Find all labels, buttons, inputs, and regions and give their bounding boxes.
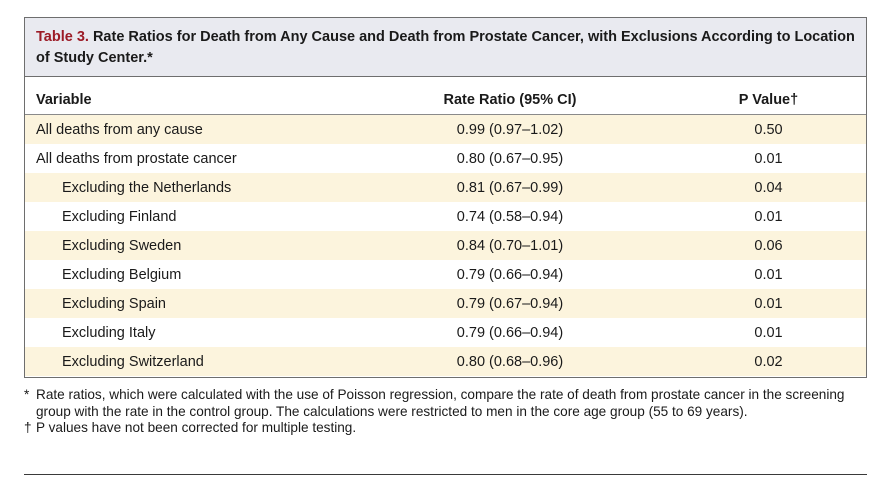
table-row: Excluding Spain 0.79 (0.67–0.94) 0.01 <box>25 289 866 318</box>
row-variable: Excluding Spain <box>62 295 166 312</box>
row-rate-ratio: 0.74 (0.58–0.94) <box>456 208 564 225</box>
row-p-value: 0.01 <box>754 150 783 167</box>
row-variable: Excluding the Netherlands <box>62 179 232 196</box>
row-p-value: 0.02 <box>754 353 783 370</box>
bottom-divider <box>24 474 867 475</box>
row-rate-ratio: 0.80 (0.67–0.95) <box>456 150 564 167</box>
table-footnotes: * Rate ratios, which were calculated wit… <box>24 387 867 437</box>
row-rate-ratio: 0.79 (0.66–0.94) <box>456 324 564 341</box>
table-label: Table 3. <box>36 29 89 45</box>
row-variable: Excluding Switzerland <box>62 353 204 370</box>
row-p-value: 0.01 <box>754 295 783 312</box>
row-p-value: 0.06 <box>754 237 783 254</box>
row-variable: Excluding Finland <box>62 208 177 225</box>
row-rate-ratio: 0.81 (0.67–0.99) <box>456 179 564 196</box>
table-header-row: Variable Rate Ratio (95% CI) P Value† <box>25 85 866 115</box>
row-rate-ratio: 0.84 (0.70–1.01) <box>456 237 564 254</box>
table-row: Excluding Belgium 0.79 (0.66–0.94) 0.01 <box>25 260 866 289</box>
caption-divider <box>25 76 866 77</box>
table-row: Excluding Switzerland 0.80 (0.68–0.96) 0… <box>25 347 866 376</box>
row-p-value: 0.01 <box>754 266 783 283</box>
row-p-value: 0.01 <box>754 324 783 341</box>
header-variable: Variable <box>36 91 92 108</box>
footnote-text: P values have not been corrected for mul… <box>36 420 357 435</box>
row-p-value: 0.04 <box>754 179 783 196</box>
row-p-value: 0.01 <box>754 208 783 225</box>
footnote-mark: * <box>24 387 30 402</box>
header-rate-ratio: Rate Ratio (95% CI) <box>443 91 577 108</box>
table-row: All deaths from any cause 0.99 (0.97–1.0… <box>25 115 866 144</box>
row-variable: Excluding Italy <box>62 324 156 341</box>
footnote-mark: † <box>24 420 32 435</box>
row-p-value: 0.50 <box>754 121 783 138</box>
table-row: All deaths from prostate cancer 0.80 (0.… <box>25 144 866 173</box>
row-rate-ratio: 0.80 (0.68–0.96) <box>456 353 564 370</box>
row-variable: All deaths from prostate cancer <box>36 150 237 167</box>
footnote: † P values have not been corrected for m… <box>24 420 867 437</box>
table-row: Excluding Italy 0.79 (0.66–0.94) 0.01 <box>25 318 866 347</box>
header-p-value: P Value† <box>738 91 799 108</box>
row-variable: All deaths from any cause <box>36 121 203 138</box>
table-row: Excluding Sweden 0.84 (0.70–1.01) 0.06 <box>25 231 866 260</box>
table-row: Excluding Finland 0.74 (0.58–0.94) 0.01 <box>25 202 866 231</box>
row-rate-ratio: 0.79 (0.66–0.94) <box>456 266 564 283</box>
footnote-text: Rate ratios, which were calculated with … <box>36 387 845 419</box>
row-variable: Excluding Belgium <box>62 266 182 283</box>
table-caption: Table 3. Rate Ratios for Death from Any … <box>25 18 866 76</box>
table-row: Excluding the Netherlands 0.81 (0.67–0.9… <box>25 173 866 202</box>
footnote: * Rate ratios, which were calculated wit… <box>24 387 867 420</box>
results-table: Table 3. Rate Ratios for Death from Any … <box>24 17 867 378</box>
table-title: Rate Ratios for Death from Any Cause and… <box>36 29 855 66</box>
row-rate-ratio: 0.99 (0.97–1.02) <box>456 121 564 138</box>
row-rate-ratio: 0.79 (0.67–0.94) <box>456 295 564 312</box>
row-variable: Excluding Sweden <box>62 237 182 254</box>
